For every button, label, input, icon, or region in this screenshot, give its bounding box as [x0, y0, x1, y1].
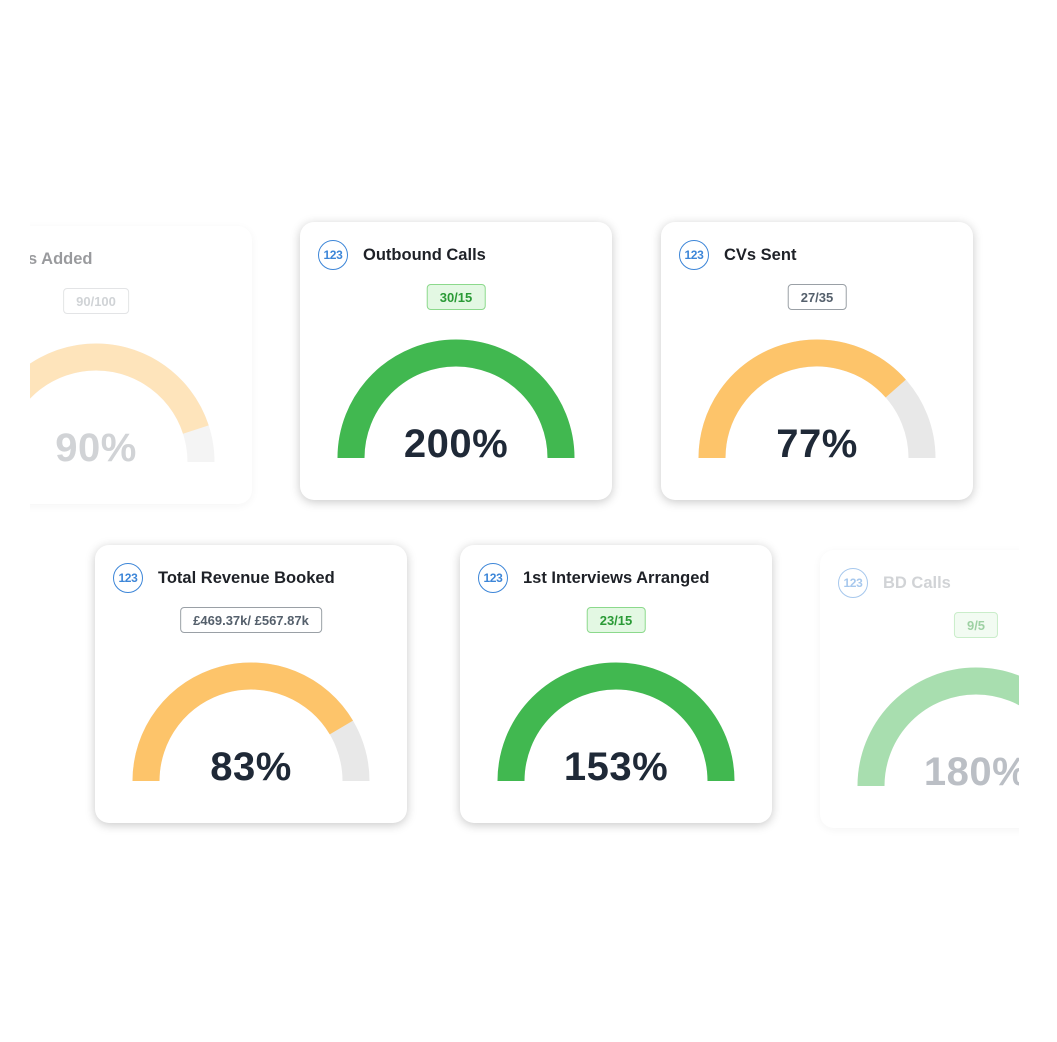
gauge-chart	[132, 662, 370, 782]
ratio-badge: 90/100	[63, 288, 129, 314]
right-clip-region: 123 BD Calls 9/5 180%	[790, 510, 1019, 870]
ratio-badge: 27/35	[787, 284, 847, 310]
gauge-chart	[857, 667, 1019, 787]
card-title: CVs Sent	[724, 246, 797, 264]
gauge-fill	[132, 662, 353, 782]
number-kpi-icon: 123	[113, 563, 143, 593]
ratio-badge: £469.37k/ £567.87k	[180, 607, 322, 633]
number-kpi-icon: 123	[318, 240, 348, 270]
ratio-badge: 23/15	[586, 607, 646, 633]
ratio-badge: 9/5	[953, 612, 999, 638]
percent-value: 180%	[923, 750, 1019, 794]
percent-value: 77%	[776, 422, 858, 466]
number-kpi-icon: 123	[478, 563, 508, 593]
gauge-fill	[497, 662, 735, 782]
gauge-fill	[30, 343, 209, 434]
card-title: Outbound Calls	[363, 246, 486, 264]
gauge-chart	[497, 662, 735, 782]
card-title: Total Revenue Booked	[158, 569, 335, 587]
percent-value: 90%	[55, 426, 137, 470]
kpi-card-first-interviews-arranged[interactable]: 123 1st Interviews Arranged 23/15 153%	[460, 545, 772, 823]
number-kpi-icon: 123	[679, 240, 709, 270]
left-clip-region: s Added 90/100 90%	[30, 180, 290, 540]
card-title: BD Calls	[883, 574, 951, 592]
percent-value: 200%	[403, 422, 509, 466]
kpi-card-outbound-calls[interactable]: 123 Outbound Calls 30/15 200%	[300, 222, 612, 500]
gauge-fill	[698, 339, 906, 459]
ratio-badge: 30/15	[426, 284, 486, 310]
kpi-card-total-revenue-booked[interactable]: 123 Total Revenue Booked £469.37k/ £567.…	[95, 545, 407, 823]
gauge-chart	[30, 343, 215, 463]
gauge-chart	[698, 339, 936, 459]
gauge-track	[857, 667, 1019, 787]
kpi-card-bd-calls[interactable]: 123 BD Calls 9/5 180%	[820, 550, 1019, 828]
number-kpi-icon: 123	[838, 568, 868, 598]
card-title: 1st Interviews Arranged	[523, 569, 710, 587]
kpi-card-placements-added[interactable]: s Added 90/100 90%	[30, 226, 252, 504]
kpi-card-cvs-sent[interactable]: 123 CVs Sent 27/35 77%	[661, 222, 973, 500]
percent-value: 153%	[563, 745, 669, 789]
gauge-chart	[337, 339, 575, 459]
percent-value: 83%	[210, 745, 292, 789]
gauge-fill	[857, 667, 1019, 787]
card-title: s Added	[30, 250, 93, 268]
gauge-fill	[337, 339, 575, 459]
gauge-track	[30, 343, 215, 463]
